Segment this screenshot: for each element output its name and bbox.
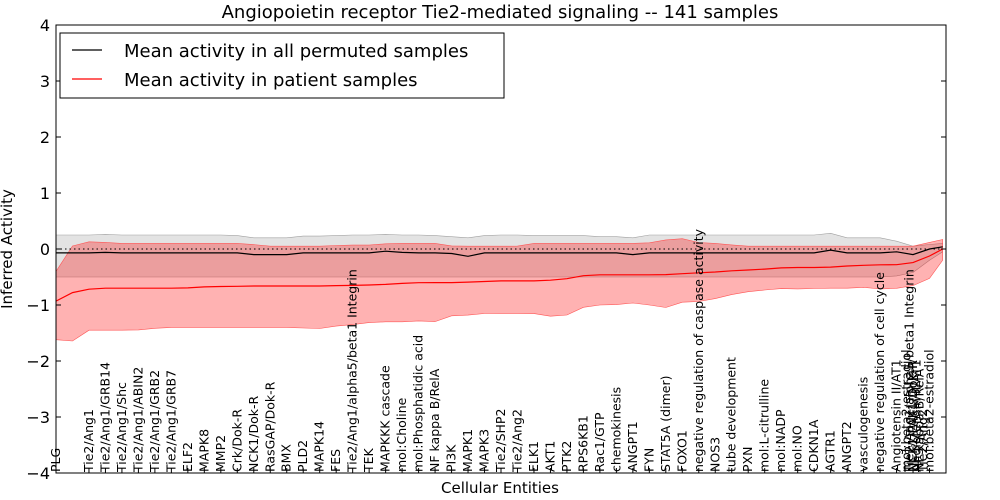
patient-band-layer bbox=[55, 238, 944, 342]
series-line-layer bbox=[55, 246, 943, 302]
x-tick-label: FES bbox=[328, 449, 343, 472]
y-tick-label: 4 bbox=[40, 16, 50, 35]
x-tick-label: MAPK14 bbox=[312, 421, 327, 472]
x-tick-label: mol:beta2-estradiol bbox=[922, 349, 937, 472]
x-tick-label-overlap: NF kappa B/RelA bbox=[912, 368, 927, 472]
x-tick-label: Crk/Dok-R bbox=[229, 409, 244, 472]
permuted-mean-line bbox=[56, 246, 943, 257]
x-tick-label: MAPK3 bbox=[477, 429, 492, 472]
x-tick-label: mol:L-citrulline bbox=[757, 379, 772, 472]
x-tick-label: ANGPT2 bbox=[839, 421, 854, 472]
x-tick-label: mol:NO bbox=[790, 425, 805, 472]
x-tick-label: NCK1/Dok-R bbox=[246, 396, 261, 472]
y-tick-label: −4 bbox=[26, 464, 50, 483]
x-tick-label: RasGAP/Dok-R bbox=[262, 381, 277, 472]
x-tick-label: Tie2/Ang1/GRB14 bbox=[97, 362, 112, 473]
x-tick-label: FOXO1 bbox=[674, 430, 689, 472]
x-tick-label: mol:Phosphatidic acid bbox=[411, 335, 426, 472]
x-axis-label: Cellular Entities bbox=[441, 479, 559, 497]
patient-mean-line bbox=[55, 248, 943, 302]
x-tick-label: CDKN1A bbox=[806, 419, 821, 472]
x-tick-label-overlap: Tie2/Ang2 bbox=[915, 409, 930, 473]
x-tick-label: PXN bbox=[740, 447, 755, 472]
y-axis-label: Inferred Activity bbox=[0, 189, 16, 309]
x-tick-label-overlap: Angiotensin II/AT1 bbox=[908, 359, 923, 472]
x-tick-label: FYN bbox=[641, 448, 656, 472]
x-tick-label: NF kappa B/RelA bbox=[427, 368, 442, 472]
y-tick-label: −2 bbox=[26, 352, 50, 371]
x-tick-label: AGTR1 bbox=[823, 430, 838, 472]
plot-frame bbox=[55, 24, 947, 474]
x-tick-label: Angiotensin II/AT1 bbox=[889, 359, 904, 472]
patient-range-band bbox=[55, 238, 944, 342]
x-tick-label: vasculogenesis bbox=[856, 377, 871, 472]
x-tick-label: RPS6KB1 bbox=[575, 415, 590, 472]
x-tick-label: mol:Choline bbox=[394, 397, 409, 472]
x-tick-label: AKT1 bbox=[542, 441, 557, 472]
x-tick-label: Tie2/Ang1/alpha5/beta1 Integrin bbox=[345, 269, 360, 473]
x-tick-label: STAT5A (dimer) bbox=[658, 376, 673, 472]
x-tick-label: MAPKKK cascade bbox=[378, 365, 393, 472]
x-tick-label: MAPK1 bbox=[460, 429, 475, 472]
y-tick-label: −1 bbox=[26, 296, 50, 315]
x-tick-label: Tie2/Ang1 bbox=[81, 409, 96, 473]
y-tick-label: 3 bbox=[40, 72, 50, 91]
chart-title: Angiopoietin receptor Tie2-mediated sign… bbox=[222, 2, 779, 23]
legend-label-permuted: Mean activity in all permuted samples bbox=[124, 41, 468, 62]
x-axis: PLG Tie2/Ang1 Tie2/Ang1/GRB14 Tie2/Ang1/Shc… bbox=[48, 228, 937, 473]
x-tick-label: Tie2/Ang1/Shc bbox=[114, 382, 129, 473]
y-axis: −4 −3 −2 −1 0 1 2 3 4 bbox=[26, 16, 946, 483]
x-tick-label: NOS3 bbox=[707, 437, 722, 472]
x-tick-label: Tie2/Ang1/ABIN2 bbox=[130, 367, 145, 473]
x-tick-label: Rac1/GTP bbox=[592, 412, 607, 472]
y-tick-label: 1 bbox=[40, 184, 50, 203]
x-tick-label: Tie2/Ang1/GRB2 bbox=[147, 370, 162, 473]
y-tick-label: −3 bbox=[26, 408, 50, 427]
x-tick-label-overlap: Tie2/Ang1/alpha5/beta1 Integrin bbox=[902, 269, 917, 473]
x-tick-label: Tie2/SHP2 bbox=[493, 409, 508, 473]
x-tick-label: tube development bbox=[724, 357, 739, 472]
legend-label-patient: Mean activity in patient samples bbox=[124, 70, 418, 91]
y-tick-label: 2 bbox=[40, 128, 50, 147]
x-tick-label-overlap: NCK1/PAK1/Dok-R bbox=[905, 360, 920, 472]
x-tick-label: MAPK8 bbox=[196, 429, 211, 472]
x-tick-label: PLD2 bbox=[295, 440, 310, 472]
x-tick-label: MMP2 bbox=[213, 435, 228, 472]
x-tick-label: BMX bbox=[279, 444, 294, 472]
x-tick-label: Tie2/Ang1/GRB7 bbox=[163, 370, 178, 473]
x-tick-label: PI3K bbox=[444, 444, 459, 472]
x-tick-label: ELK1 bbox=[526, 441, 541, 472]
x-tick-label: chemokinesis bbox=[608, 387, 623, 472]
x-tick-label: TEK bbox=[361, 447, 376, 473]
y-tick-label: 0 bbox=[40, 240, 50, 259]
x-tick-label: ELF2 bbox=[180, 442, 195, 472]
x-tick-label: ANGPT1 bbox=[625, 421, 640, 472]
x-tick-label-overlap: mol:beta2-estradiol bbox=[898, 349, 913, 472]
x-tick-label: PTK2 bbox=[559, 441, 574, 472]
x-tick-label: NCK1/PAK1/Dok-R bbox=[905, 360, 920, 472]
legend: Mean activity in all permuted samples Me… bbox=[59, 32, 505, 99]
x-tick-label: mol:NADP bbox=[773, 409, 788, 472]
legend-box bbox=[59, 32, 505, 99]
x-tick-label: Tie2/Ang2 bbox=[510, 409, 525, 473]
x-tick-label: negative regulation of cell cycle bbox=[872, 272, 887, 472]
x-tick-label: negative regulation of caspase activity bbox=[691, 228, 706, 472]
